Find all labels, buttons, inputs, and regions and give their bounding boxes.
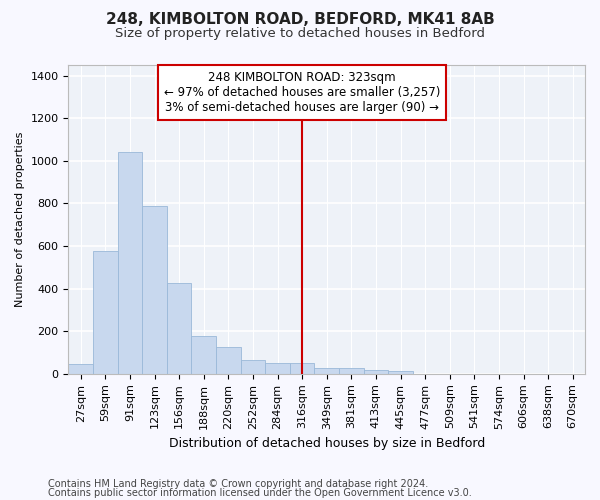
Bar: [93, 252, 118, 374]
Bar: [290, 363, 314, 374]
Bar: [142, 206, 167, 374]
Bar: [265, 363, 290, 374]
Text: Contains public sector information licensed under the Open Government Licence v3: Contains public sector information licen…: [48, 488, 472, 498]
Bar: [314, 368, 339, 374]
Bar: [216, 346, 241, 374]
Bar: [191, 336, 216, 374]
Y-axis label: Number of detached properties: Number of detached properties: [15, 132, 25, 307]
X-axis label: Distribution of detached houses by size in Bedford: Distribution of detached houses by size …: [169, 437, 485, 450]
Bar: [364, 370, 388, 374]
Bar: [388, 372, 413, 374]
Bar: [118, 152, 142, 374]
Text: Size of property relative to detached houses in Bedford: Size of property relative to detached ho…: [115, 28, 485, 40]
Text: 248 KIMBOLTON ROAD: 323sqm
← 97% of detached houses are smaller (3,257)
3% of se: 248 KIMBOLTON ROAD: 323sqm ← 97% of deta…: [164, 72, 440, 114]
Text: 248, KIMBOLTON ROAD, BEDFORD, MK41 8AB: 248, KIMBOLTON ROAD, BEDFORD, MK41 8AB: [106, 12, 494, 28]
Bar: [167, 284, 191, 374]
Bar: [339, 368, 364, 374]
Text: Contains HM Land Registry data © Crown copyright and database right 2024.: Contains HM Land Registry data © Crown c…: [48, 479, 428, 489]
Bar: [68, 364, 93, 374]
Bar: [241, 360, 265, 374]
